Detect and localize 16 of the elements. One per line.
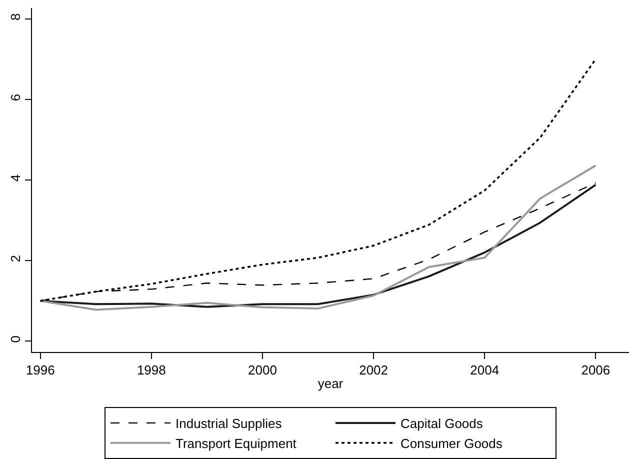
legend-label: Consumer Goods — [400, 436, 503, 451]
x-tick-label: 2006 — [581, 362, 610, 378]
legend-label: Transport Equipment — [176, 436, 297, 451]
y-tick-label: 8 — [8, 13, 23, 21]
y-tick-label: 0 — [8, 336, 23, 343]
y-tick-label: 2 — [8, 254, 23, 262]
x-tick-label: 1996 — [26, 362, 55, 378]
legend-label: Capital Goods — [400, 416, 484, 432]
x-tick-label: 2004 — [470, 362, 500, 378]
y-tick-label: 6 — [8, 94, 23, 102]
x-tick-label: 2000 — [248, 362, 277, 378]
y-tick-label: 4 — [8, 174, 23, 182]
x-tick-label: 1998 — [136, 362, 166, 378]
x-tick-label: 2002 — [359, 362, 388, 378]
x-axis-title: year — [318, 376, 344, 392]
legend-label: Industrial Supplies — [176, 416, 282, 432]
